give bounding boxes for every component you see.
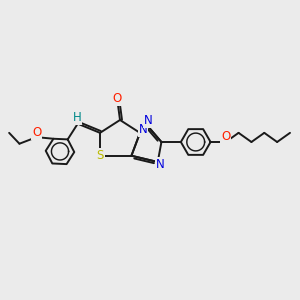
- Text: O: O: [221, 130, 230, 143]
- Text: N: N: [144, 114, 152, 128]
- Text: O: O: [32, 126, 41, 140]
- Text: O: O: [112, 92, 122, 105]
- Text: N: N: [156, 158, 165, 171]
- Text: H: H: [73, 111, 82, 124]
- Text: N: N: [139, 123, 147, 136]
- Text: S: S: [96, 149, 104, 162]
